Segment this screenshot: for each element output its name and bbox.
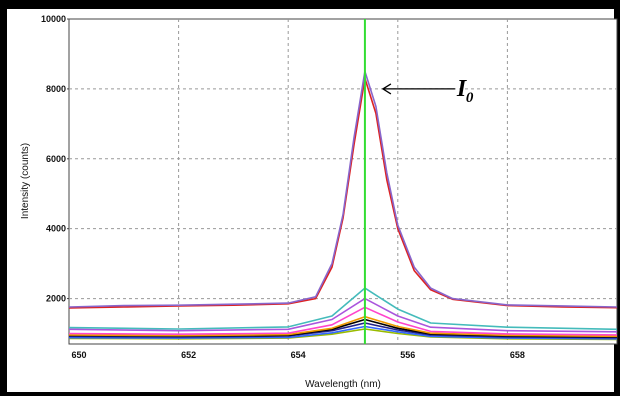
annotation-subscript: 0	[466, 90, 474, 106]
y-axis-label: Intensity (counts)	[20, 143, 31, 219]
y-tick-label: 6000	[46, 154, 66, 164]
x-tick-labels: 650 652 654 556 658	[71, 350, 524, 360]
x-tick-label: 556	[400, 350, 415, 360]
y-tick-label: 2000	[46, 294, 66, 304]
x-axis-label: Wavelength (nm)	[305, 379, 381, 390]
x-tick-label: 650	[71, 350, 86, 360]
y-tick-label: 4000	[46, 224, 66, 234]
plot-area	[69, 19, 617, 344]
x-tick-label: 654	[291, 350, 306, 360]
x-tick-label: 658	[510, 350, 525, 360]
y-tick-labels: 2000 4000 6000 8000 10000	[41, 14, 69, 304]
y-tick-label: 8000	[46, 84, 66, 94]
y-tick-label: 10000	[41, 14, 66, 24]
x-tick-label: 652	[181, 350, 196, 360]
